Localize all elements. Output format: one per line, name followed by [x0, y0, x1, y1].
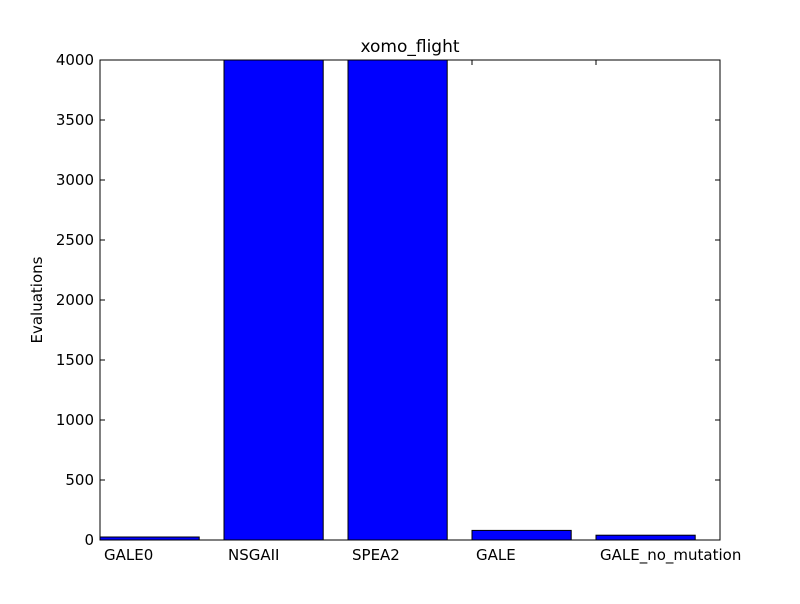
- plot-frame: [99, 59, 721, 541]
- y-axis-label: Evaluations: [28, 256, 46, 343]
- x-tick-label: GALE_no_mutation: [600, 546, 741, 565]
- x-tick-label: NSGAII: [228, 546, 279, 564]
- y-tick-label: 4000: [56, 51, 94, 69]
- x-tick-label: GALE: [476, 546, 516, 564]
- bar-nsgaii: [223, 59, 324, 541]
- x-tick-label: GALE0: [104, 546, 153, 564]
- y-tick-label: 500: [65, 471, 94, 489]
- y-tick-label: 1000: [56, 411, 94, 429]
- x-tick-labels: GALE0 NSGAII SPEA2 GALE GALE_no_mutation: [104, 546, 741, 565]
- y-tick-label: 0: [84, 531, 94, 549]
- chart-title: xomo_flight: [360, 37, 459, 57]
- bar-gale: [471, 529, 572, 541]
- y-tick-label: 3000: [56, 171, 94, 189]
- y-tick-label: 3500: [56, 111, 94, 129]
- y-tick-label: 1500: [56, 351, 94, 369]
- x-tick-label: SPEA2: [352, 546, 400, 564]
- y-tick-labels: 0 500 1000 1500 2000 2500 3000 3500 4000: [56, 51, 94, 549]
- bars: [99, 59, 696, 541]
- bar-gale-no-mutation: [595, 534, 696, 541]
- y-tick-label: 2000: [56, 291, 94, 309]
- bar-spea2: [347, 59, 448, 541]
- y-tick-label: 2500: [56, 231, 94, 249]
